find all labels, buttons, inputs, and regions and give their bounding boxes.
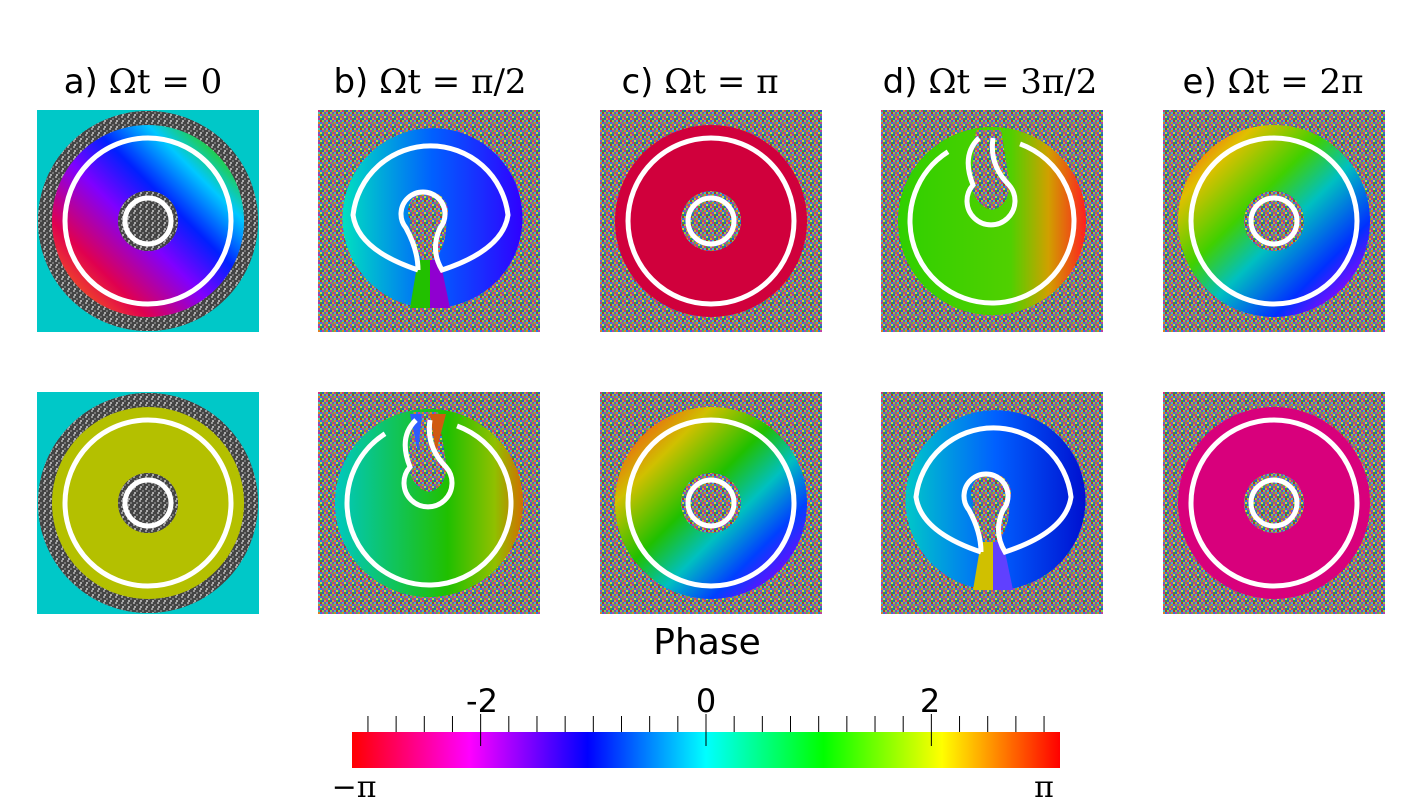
panel-e-top <box>1163 110 1385 332</box>
panel-b-top <box>318 110 540 332</box>
panel-title-e: e) Ωt = 2π <box>1183 62 1364 102</box>
colorbar-ticks <box>367 714 1045 746</box>
panel-expression: Ωt = 3π/2 <box>928 62 1098 102</box>
panel-expression: Ωt = π <box>664 62 779 102</box>
phase-map-e-bottom <box>1163 392 1385 614</box>
phase-map-a-top <box>37 110 259 332</box>
phase-map-d-top <box>881 110 1103 332</box>
panel-letter: e) <box>1182 62 1217 102</box>
panel-letter: c) <box>621 62 654 102</box>
panel-letter: a) <box>63 62 98 102</box>
colorbar-title: Phase <box>653 622 761 663</box>
phase-map-b-bottom <box>318 392 540 614</box>
phase-colorbar <box>352 714 1060 768</box>
panel-d-bottom <box>881 392 1103 614</box>
panel-title-b: b) Ωt = π/2 <box>333 62 526 102</box>
panel-c-top <box>600 110 822 332</box>
phase-map-c-bottom <box>600 392 822 614</box>
panel-b-bottom <box>318 392 540 614</box>
panel-c-bottom <box>600 392 822 614</box>
panel-title-d: d) Ωt = 3π/2 <box>883 62 1098 102</box>
phase-map-e-top <box>1163 110 1385 332</box>
panel-expression: Ωt = 0 <box>108 62 223 102</box>
colorbar-tick-label: 2 <box>919 682 941 720</box>
panel-expression: Ωt = 2π <box>1227 62 1364 102</box>
colorbar-tick-label: 0 <box>695 682 717 720</box>
panel-expression: Ωt = π/2 <box>379 62 527 102</box>
panel-title-a: a) Ωt = 0 <box>64 62 223 102</box>
colorbar-tick-label: -2 <box>466 682 498 720</box>
panel-a-bottom <box>37 392 259 614</box>
phase-map-d-bottom <box>881 392 1103 614</box>
phase-map-b-top <box>318 110 540 332</box>
phase-map-c-top <box>600 110 822 332</box>
panel-letter: d) <box>882 62 918 102</box>
panel-a-top <box>37 110 259 332</box>
panel-letter: b) <box>333 62 369 102</box>
colorbar-min-label: −π <box>331 770 377 805</box>
panel-d-top <box>881 110 1103 332</box>
panel-e-bottom <box>1163 392 1385 614</box>
colorbar-max-label: π <box>1034 770 1054 805</box>
phase-map-a-bottom <box>37 392 259 614</box>
panel-title-c: c) Ωt = π <box>621 62 778 102</box>
